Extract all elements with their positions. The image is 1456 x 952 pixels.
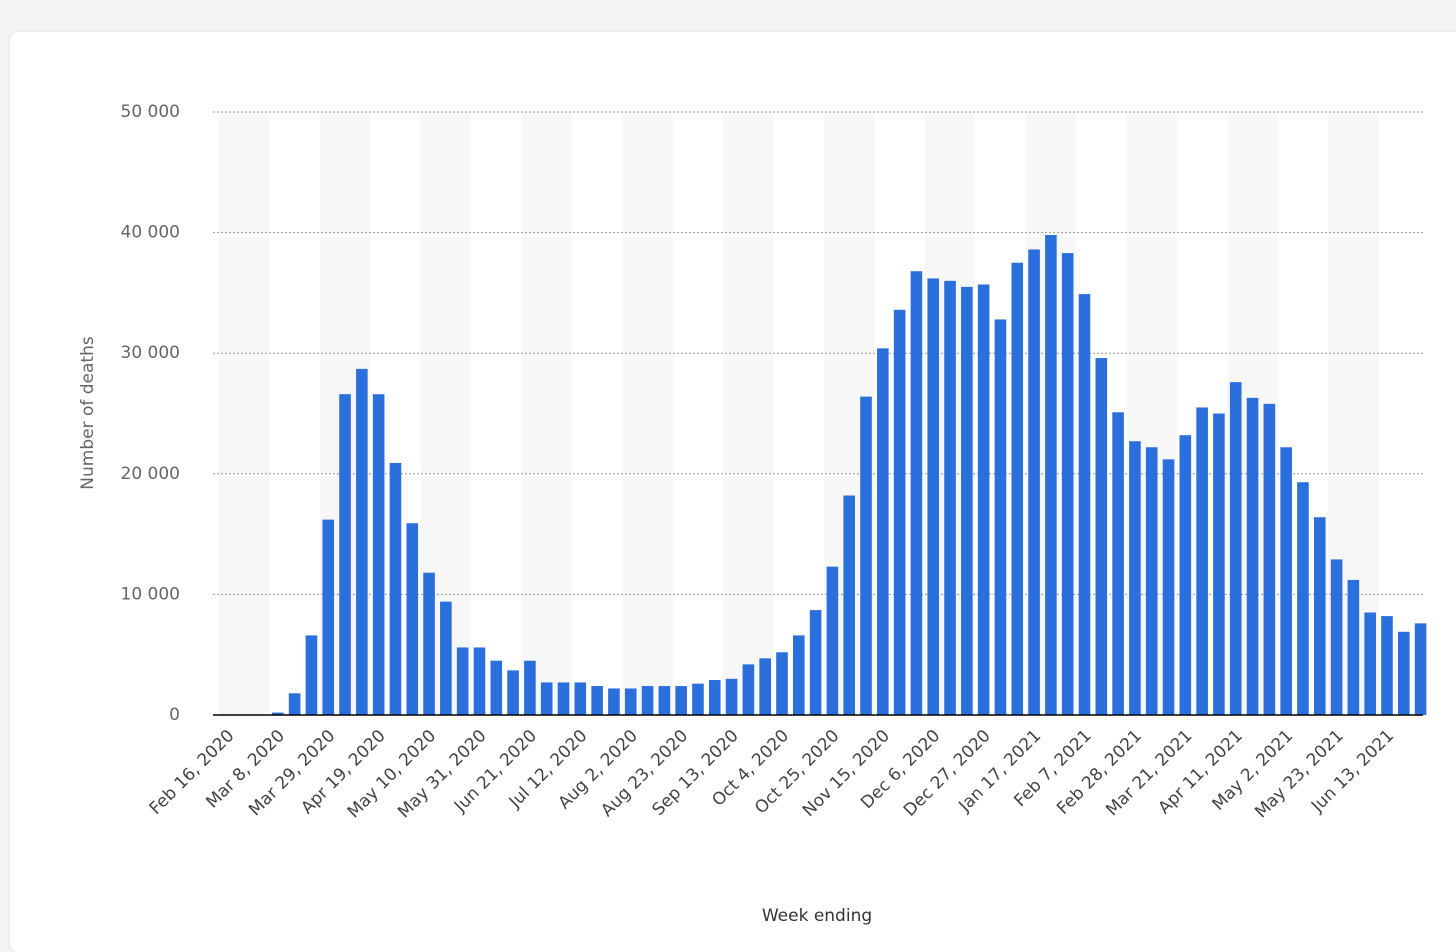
bar: [1179, 435, 1192, 715]
bar: [1297, 482, 1309, 715]
bar: [1381, 616, 1393, 715]
bar: [994, 319, 1007, 715]
x-tick-label: May 23, 2021: [1251, 726, 1347, 822]
bar: [490, 660, 503, 715]
bar: [708, 680, 721, 715]
bar: [658, 686, 671, 715]
bar: [1028, 249, 1040, 715]
bar: [372, 394, 385, 715]
bar: [1246, 397, 1259, 715]
x-axis-title: Week ending: [762, 906, 872, 926]
bar: [1213, 413, 1225, 715]
band: [521, 112, 572, 715]
bar: [977, 284, 990, 715]
bar: [272, 712, 284, 715]
bar: [1011, 262, 1024, 715]
band: [622, 112, 673, 715]
bar: [792, 635, 805, 715]
bar: [809, 610, 822, 715]
bar: [843, 495, 856, 715]
bar: [1045, 235, 1057, 715]
x-tick-label: Aug 23, 2020: [597, 726, 692, 821]
bar: [1078, 294, 1091, 715]
bar: [1330, 559, 1343, 715]
bar: [860, 396, 872, 715]
bar: [742, 664, 755, 715]
bar: [305, 635, 318, 715]
bar: [641, 686, 654, 715]
bar: [759, 658, 771, 715]
band: [723, 112, 774, 715]
bar: [624, 688, 637, 715]
bar: [927, 278, 940, 715]
bar: [1095, 358, 1108, 715]
x-tick-label: Feb 16, 2020: [146, 726, 239, 819]
bar: [877, 348, 889, 715]
bar: [961, 286, 973, 715]
bar: [423, 572, 435, 715]
bar: [1347, 579, 1360, 715]
bar: [692, 683, 704, 715]
y-axis-title: Number of deaths: [78, 336, 98, 490]
x-tick-label: Nov 15, 2020: [799, 726, 894, 821]
x-tick-label: May 31, 2020: [394, 726, 490, 822]
bar: [910, 271, 923, 715]
bar: [557, 682, 570, 715]
bar: [1364, 612, 1376, 715]
y-tick-label: 20 000: [121, 464, 180, 484]
band: [219, 112, 270, 715]
bar: [339, 394, 351, 715]
y-tick-label: 40 000: [121, 223, 180, 243]
bar: [1414, 623, 1427, 715]
bar: [1397, 631, 1410, 715]
bar: [1145, 447, 1158, 715]
bar: [440, 601, 452, 715]
bar: [725, 678, 738, 715]
y-tick-label: 50 000: [121, 102, 180, 122]
bar: [1263, 403, 1276, 715]
bar: [1162, 459, 1175, 715]
y-tick-label: 0: [169, 705, 180, 725]
bar: [1061, 253, 1074, 716]
x-tick-label: Dec 27, 2020: [900, 726, 995, 821]
bar: [507, 670, 519, 715]
bar: [473, 647, 486, 715]
bar: [1280, 447, 1292, 715]
y-tick-label: 30 000: [121, 343, 180, 363]
x-tick-label: May 10, 2020: [344, 726, 440, 822]
bar: [675, 686, 687, 715]
y-tick-label: 10 000: [121, 584, 180, 604]
bar: [1229, 382, 1242, 715]
bar: [776, 652, 788, 715]
bar: [608, 688, 620, 715]
bar: [574, 682, 587, 715]
bar: [1196, 407, 1208, 715]
bar: [456, 647, 469, 715]
bar: [1129, 441, 1141, 715]
bar: [1112, 412, 1124, 715]
bar: [406, 523, 419, 715]
bar: [591, 686, 603, 715]
bar: [540, 682, 553, 715]
bar: [524, 660, 536, 715]
bar: [944, 280, 956, 715]
bar: [288, 693, 301, 715]
bar: [826, 566, 839, 715]
bar: [893, 309, 906, 715]
bar: [356, 368, 368, 715]
bar: [1313, 517, 1326, 715]
bar: [389, 462, 402, 715]
bar: [322, 519, 335, 715]
